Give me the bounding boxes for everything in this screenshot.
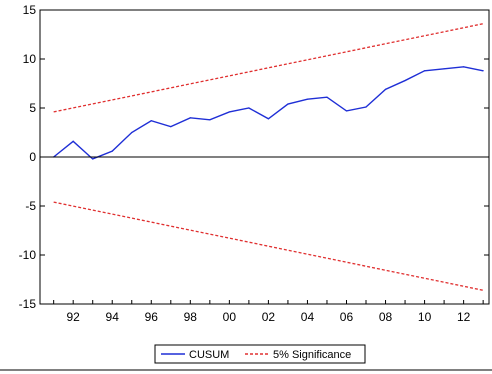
y-tick-label: 5 [29,101,36,115]
x-tick-label: 02 [262,310,276,324]
cusum-point [150,120,152,122]
cusum-point [326,96,328,98]
cusum-point [306,98,309,100]
x-tick-label: 04 [301,310,315,324]
cusum-point [443,68,445,70]
cusum-point [111,150,113,152]
legend-label: CUSUM [189,349,229,361]
x-tick-label: 96 [145,310,159,324]
plot-area [53,23,484,291]
cusum-point [170,126,172,128]
legend-label: 5% Significance [273,349,351,361]
y-tick-label: -5 [25,199,36,213]
cusum-point [384,88,387,90]
x-tick-label: 94 [106,310,120,324]
cusum-point [482,70,484,72]
cusum-point [228,111,230,113]
y-tick-label: 10 [23,52,37,66]
cusum-point [423,70,426,72]
cusum-point [365,106,367,108]
y-tick-label: 15 [23,3,37,17]
x-tick-label: 08 [379,310,393,324]
cusum-point [189,117,191,119]
cusum-point [345,110,348,112]
x-tick-label: 92 [67,310,81,324]
cusum-point [72,140,74,142]
y-tick-label: -15 [19,297,37,311]
y-tick-label: 0 [29,150,36,164]
cusum-point [463,66,465,68]
x-tick-label: 98 [184,310,198,324]
significance-lower-line [53,201,484,291]
cusum-line [53,66,484,160]
legend: CUSUM 5% Significance [0,344,492,371]
cusum-point [209,119,211,121]
cusum-point [92,158,94,160]
cusum-point [131,131,133,134]
cusum-point [248,107,250,109]
axes: -15 -10 -5 0 5 10 15 92 94 96 98 00 02 04 06 08 10 12 [19,3,490,324]
x-tick-label: 00 [223,310,237,324]
cusum-point [287,103,289,105]
x-tick-label: 12 [457,310,471,324]
y-tick-label: -10 [19,248,37,262]
significance-upper-line [53,23,484,113]
x-tick-label: 10 [418,310,432,324]
cusum-point [267,118,270,120]
cusum-point [404,79,406,82]
x-tick-label: 06 [340,310,354,324]
